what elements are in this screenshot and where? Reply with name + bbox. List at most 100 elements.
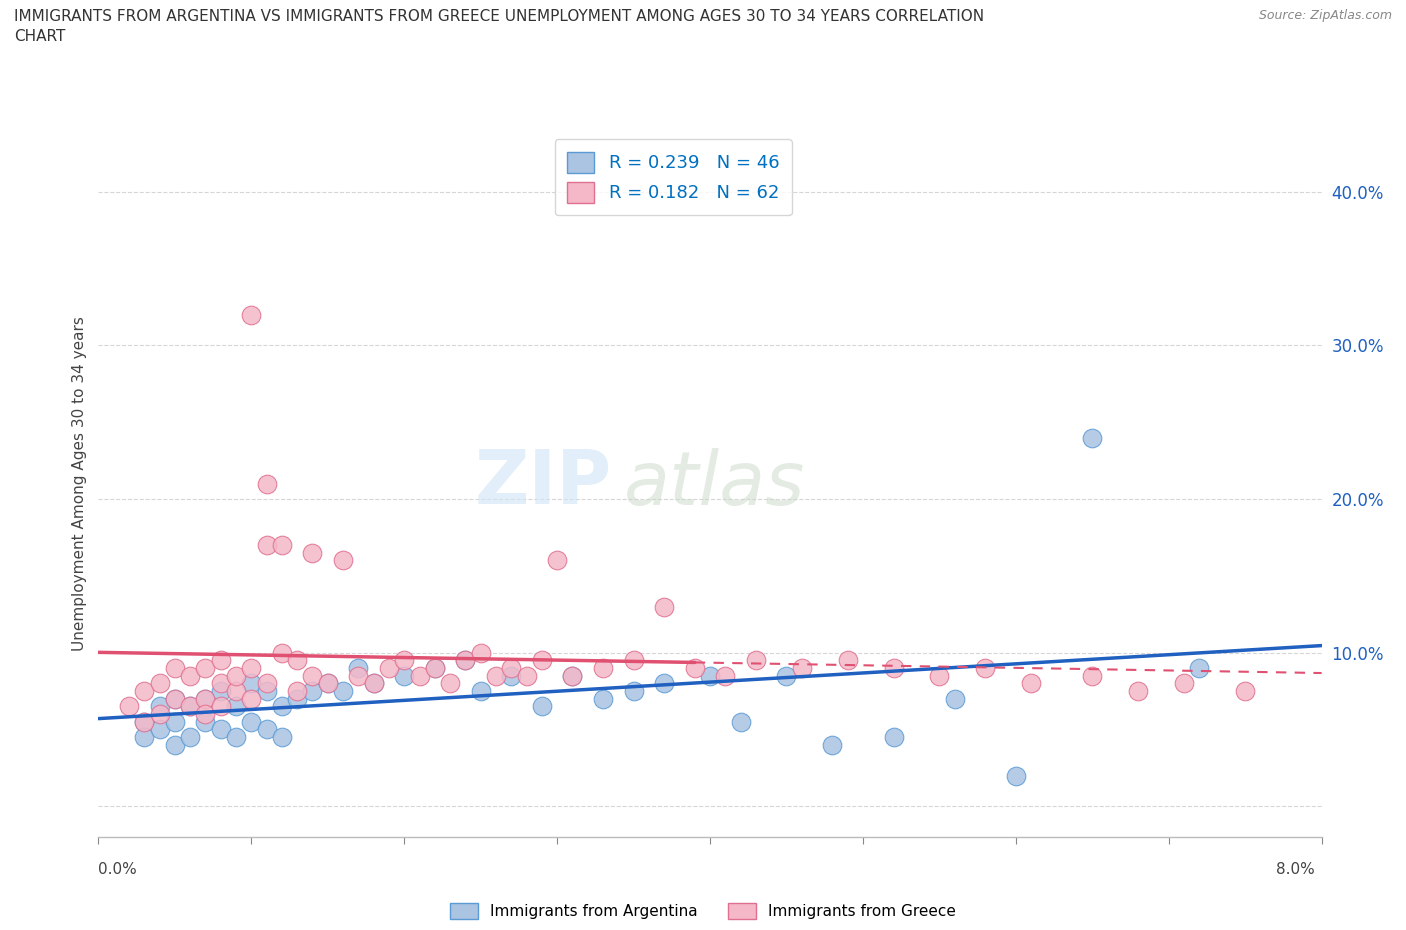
Point: [974, 660, 997, 675]
Point: [790, 660, 813, 675]
Point: [240, 714, 263, 729]
Point: [194, 691, 217, 706]
Point: [163, 714, 186, 729]
Point: [316, 676, 339, 691]
Point: [821, 737, 844, 752]
Point: [652, 676, 675, 691]
Point: [837, 653, 859, 668]
Point: [240, 660, 263, 675]
Point: [270, 645, 294, 660]
Point: [347, 660, 370, 675]
Point: [225, 730, 247, 745]
Point: [209, 653, 232, 668]
Point: [209, 722, 232, 737]
Point: [149, 707, 172, 722]
Point: [240, 307, 263, 322]
Point: [285, 653, 308, 668]
Point: [134, 714, 156, 729]
Point: [883, 730, 905, 745]
Point: [592, 660, 614, 675]
Point: [347, 669, 370, 684]
Point: [270, 538, 294, 552]
Point: [501, 660, 523, 675]
Point: [730, 714, 752, 729]
Point: [256, 676, 278, 691]
Point: [530, 699, 553, 714]
Point: [118, 699, 141, 714]
Point: [149, 676, 172, 691]
Point: [163, 660, 186, 675]
Point: [1081, 669, 1104, 684]
Point: [332, 684, 354, 698]
Point: [439, 676, 461, 691]
Point: [179, 669, 201, 684]
Point: [301, 684, 323, 698]
Text: 8.0%: 8.0%: [1275, 862, 1315, 877]
Point: [256, 684, 278, 698]
Point: [316, 676, 339, 691]
Legend: Immigrants from Argentina, Immigrants from Greece: Immigrants from Argentina, Immigrants fr…: [444, 897, 962, 925]
Point: [363, 676, 385, 691]
Point: [194, 714, 217, 729]
Point: [149, 722, 172, 737]
Point: [179, 699, 201, 714]
Point: [1004, 768, 1026, 783]
Point: [561, 669, 583, 684]
Point: [240, 676, 263, 691]
Point: [134, 730, 156, 745]
Text: ZIP: ZIP: [475, 447, 612, 520]
Point: [134, 684, 156, 698]
Y-axis label: Unemployment Among Ages 30 to 34 years: Unemployment Among Ages 30 to 34 years: [72, 316, 87, 651]
Point: [883, 660, 905, 675]
Point: [928, 669, 950, 684]
Point: [285, 691, 308, 706]
Point: [501, 669, 523, 684]
Point: [225, 699, 247, 714]
Point: [225, 684, 247, 698]
Point: [470, 684, 492, 698]
Point: [179, 699, 201, 714]
Point: [530, 653, 553, 668]
Point: [454, 653, 477, 668]
Point: [378, 660, 401, 675]
Point: [1234, 684, 1257, 698]
Point: [256, 538, 278, 552]
Point: [240, 691, 263, 706]
Point: [225, 669, 247, 684]
Point: [194, 691, 217, 706]
Point: [699, 669, 721, 684]
Point: [470, 645, 492, 660]
Point: [209, 684, 232, 698]
Point: [623, 684, 645, 698]
Point: [516, 669, 538, 684]
Point: [256, 722, 278, 737]
Point: [392, 653, 416, 668]
Point: [285, 684, 308, 698]
Point: [714, 669, 737, 684]
Point: [683, 660, 706, 675]
Point: [1081, 430, 1104, 445]
Point: [1128, 684, 1150, 698]
Text: 0.0%: 0.0%: [98, 862, 138, 877]
Point: [454, 653, 477, 668]
Point: [270, 699, 294, 714]
Point: [209, 676, 232, 691]
Point: [163, 691, 186, 706]
Point: [423, 660, 446, 675]
Point: [561, 669, 583, 684]
Point: [1188, 660, 1211, 675]
Point: [256, 476, 278, 491]
Point: [209, 699, 232, 714]
Point: [270, 730, 294, 745]
Point: [943, 691, 966, 706]
Point: [623, 653, 645, 668]
Text: IMMIGRANTS FROM ARGENTINA VS IMMIGRANTS FROM GREECE UNEMPLOYMENT AMONG AGES 30 T: IMMIGRANTS FROM ARGENTINA VS IMMIGRANTS …: [14, 9, 984, 44]
Point: [149, 699, 172, 714]
Text: Source: ZipAtlas.com: Source: ZipAtlas.com: [1258, 9, 1392, 22]
Text: atlas: atlas: [624, 447, 806, 520]
Point: [194, 660, 217, 675]
Point: [652, 599, 675, 614]
Point: [301, 545, 323, 560]
Point: [1173, 676, 1195, 691]
Point: [1019, 676, 1042, 691]
